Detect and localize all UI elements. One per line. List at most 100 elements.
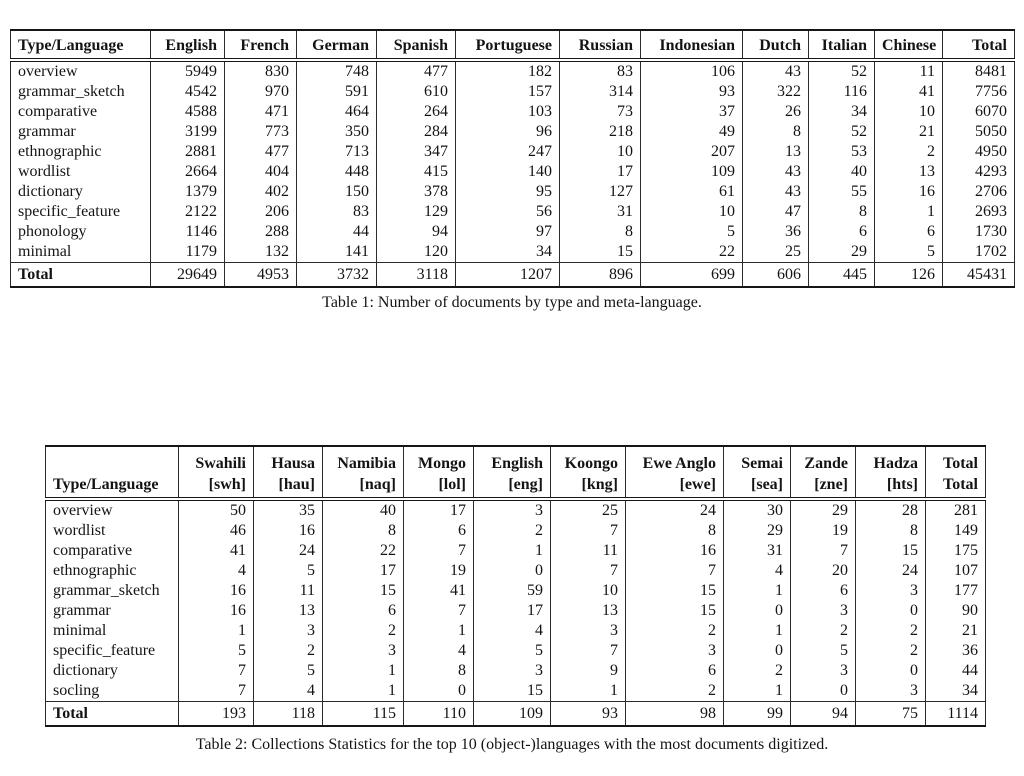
cell-value: 37: [640, 102, 743, 122]
cell-value: 477: [376, 60, 456, 82]
cell-value: 150: [296, 182, 377, 202]
cell-value: 2664: [150, 162, 225, 182]
cell-value: 132: [224, 242, 297, 263]
column-header-code: [naq]: [359, 476, 396, 493]
cell-value: 896: [559, 262, 641, 288]
cell-value: 3732: [296, 262, 377, 288]
row-label: dictionary: [45, 661, 179, 681]
cell-value: 93: [640, 82, 743, 102]
cell-value: 4: [403, 641, 474, 661]
cell-value: 45431: [942, 262, 1015, 288]
column-header: Spanish: [376, 29, 456, 62]
cell-value: 129: [376, 202, 456, 222]
cell-value: 10: [559, 142, 641, 162]
cell-value: 7: [550, 641, 626, 661]
table-row: specific_feature 2122 206 83 129 56 31 10 47 8 1 26…: [10, 202, 1015, 222]
cell-value: 1: [723, 621, 791, 641]
cell-value: 127: [559, 182, 641, 202]
cell-value: 4: [723, 561, 791, 581]
cell-value: 17: [403, 499, 474, 521]
cell-value: 2693: [942, 202, 1015, 222]
cell-value: 1: [403, 621, 474, 641]
column-header: Mongo [lol]: [403, 445, 474, 501]
cell-value: 43: [742, 60, 809, 82]
column-header: Koongo [kng]: [550, 445, 626, 501]
table-row: specific_feature 5 2 3 4 5 7 3 0 5 2 36: [45, 641, 986, 661]
table-row: overview 50 35 40 17 3 25 24 30 29 28 281: [45, 499, 986, 521]
table-row: minimal 1179 132 141 120 34 15 22 25 29 5 1702: [10, 242, 1015, 263]
table-row: dictionary 1379 402 150 378 95 127 61 43 55 16 2706: [10, 182, 1015, 202]
cell-value: 96: [455, 122, 560, 142]
cell-value: 206: [224, 202, 297, 222]
cell-value: 24: [625, 499, 724, 521]
column-header: Semai [sea]: [723, 445, 791, 501]
cell-value: 3: [550, 621, 626, 641]
cell-value: 2: [874, 142, 943, 162]
cell-value: 7: [625, 561, 724, 581]
table2-header: Type/Language Swahili [swh] Hausa [hau] Namib…: [45, 445, 986, 501]
cell-value: 94: [790, 701, 856, 727]
cell-value: 606: [742, 262, 809, 288]
cell-value: 1: [723, 581, 791, 601]
cell-value: 29649: [150, 262, 225, 288]
cell-value: 6070: [942, 102, 1015, 122]
cell-value: 8481: [942, 60, 1015, 82]
cell-value: 477: [224, 142, 297, 162]
cell-value: 21: [874, 122, 943, 142]
table-row: grammar 3199 773 350 284 96 218 49 8 52 21 5050: [10, 122, 1015, 142]
cell-value: 207: [640, 142, 743, 162]
cell-value: 15: [473, 681, 551, 702]
cell-value: 1114: [925, 701, 986, 727]
table2-caption: Table 2: Collections Statistics for the …: [195, 736, 829, 753]
table-row: grammar_sketch 4542 970 591 610 157 314 93 322 11…: [10, 82, 1015, 102]
cell-value: 3: [473, 661, 551, 681]
cell-value: 21: [925, 621, 986, 641]
cell-value: 1: [723, 681, 791, 702]
cell-value: 10: [550, 581, 626, 601]
column-header: Indonesian: [640, 29, 743, 62]
table2-body: overview 50 35 40 17 3 25 24 30 29 28 281 wordlist 46…: [45, 499, 986, 727]
cell-value: 25: [742, 242, 809, 263]
cell-value: 93: [550, 701, 626, 727]
cell-value: 31: [723, 541, 791, 561]
column-header-code: [kng]: [581, 476, 618, 493]
table1-caption: Table 1: Number of documents by type and…: [322, 294, 702, 311]
cell-value: 10: [874, 102, 943, 122]
cell-value: 55: [808, 182, 875, 202]
cell-value: 193: [178, 701, 254, 727]
cell-value: 8: [855, 521, 926, 541]
cell-value: 26: [742, 102, 809, 122]
cell-value: 53: [808, 142, 875, 162]
row-label: overview: [45, 499, 179, 521]
column-header: Total: [942, 29, 1015, 62]
cell-value: 95: [455, 182, 560, 202]
cell-value: 7: [178, 681, 254, 702]
cell-value: 7: [178, 661, 254, 681]
cell-value: 13: [874, 162, 943, 182]
cell-value: 10: [640, 202, 743, 222]
cell-value: 20: [790, 561, 856, 581]
column-header: Italian: [808, 29, 875, 62]
cell-value: 126: [874, 262, 943, 288]
column-header: Chinese: [874, 29, 943, 62]
cell-value: 44: [296, 222, 377, 242]
cell-value: 8: [742, 122, 809, 142]
column-header: Swahili [swh]: [178, 445, 254, 501]
cell-value: 107: [925, 561, 986, 581]
cell-value: 19: [790, 521, 856, 541]
cell-value: 7756: [942, 82, 1015, 102]
cell-value: 1: [322, 681, 404, 702]
cell-value: 44: [925, 661, 986, 681]
cell-value: 2: [855, 621, 926, 641]
cell-value: 1730: [942, 222, 1015, 242]
cell-value: 8: [559, 222, 641, 242]
cell-value: 0: [403, 681, 474, 702]
cell-value: 3199: [150, 122, 225, 142]
cell-value: 43: [742, 162, 809, 182]
cell-value: 43: [742, 182, 809, 202]
cell-value: 120: [376, 242, 456, 263]
column-header: English: [150, 29, 225, 62]
cell-value: 2: [473, 521, 551, 541]
cell-value: 90: [925, 601, 986, 621]
cell-value: 2881: [150, 142, 225, 162]
